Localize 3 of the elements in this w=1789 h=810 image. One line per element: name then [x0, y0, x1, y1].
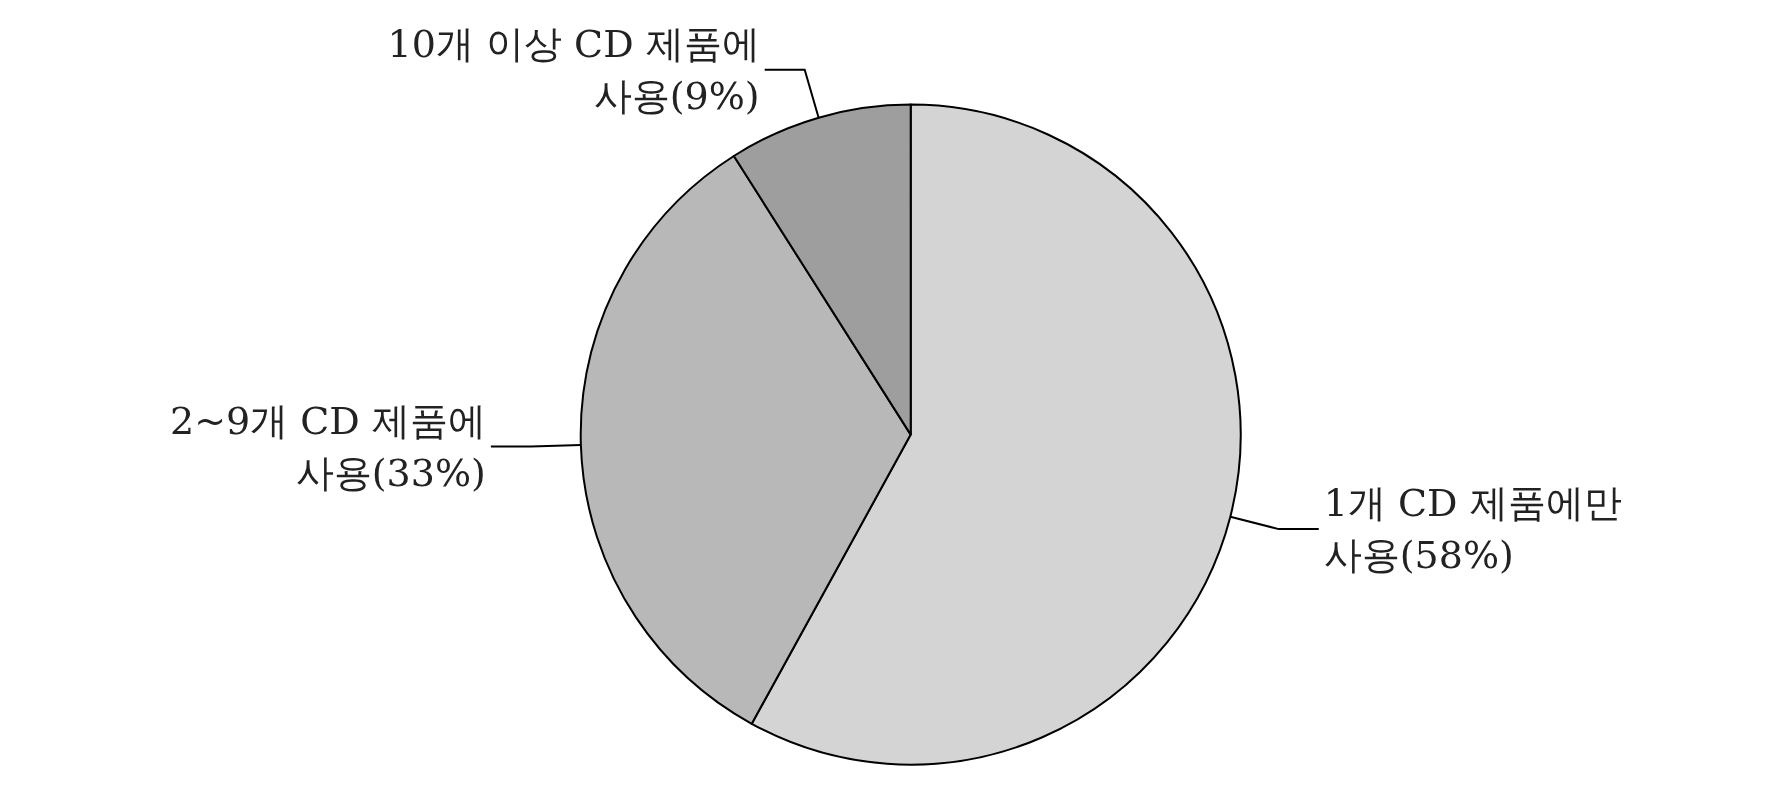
slice-label: 2~9개 CD 제품에 사용(33%) — [169, 398, 486, 495]
slice-label: 1개 CD 제품에만 사용(58%) — [1323, 481, 1622, 578]
slice-label: 10개 이상 CD 제품에 사용(9%) — [387, 21, 760, 118]
